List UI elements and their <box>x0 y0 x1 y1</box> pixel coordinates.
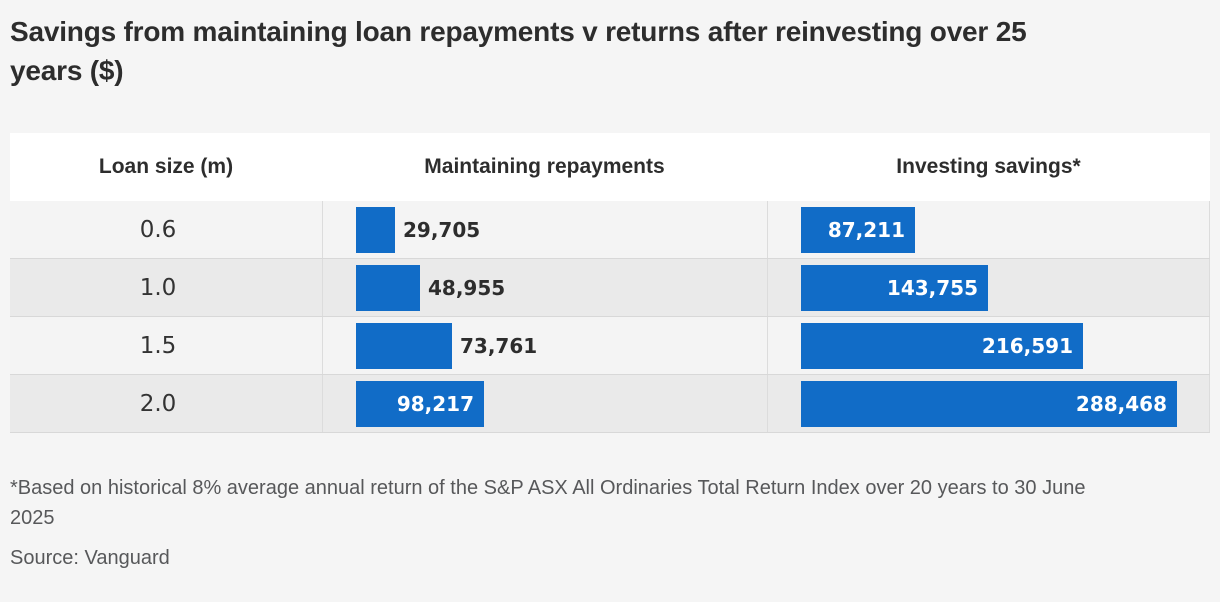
chart-table: Loan size (m) Maintaining repayments Inv… <box>10 133 1210 433</box>
table-header-row: Loan size (m) Maintaining repayments Inv… <box>10 133 1210 201</box>
source-attribution: Source: Vanguard <box>10 547 170 569</box>
investing-savings-bar: 143,755 <box>801 264 988 311</box>
investing-savings-bar-value-label: 143,755 <box>886 275 978 300</box>
investing-savings-cell: 87,211 <box>767 201 1210 258</box>
investing-savings-bar: 216,591 <box>801 322 1083 369</box>
investing-savings-cell: 143,755 <box>767 259 1210 316</box>
maintaining-repayments-bar <box>356 322 452 369</box>
table-row: 1.5 73,761 216,591 <box>10 317 1210 375</box>
investing-savings-cell: 288,468 <box>767 375 1210 432</box>
maintaining-repayments-cell: 73,761 <box>322 317 767 374</box>
maintaining-repayments-cell: 98,217 <box>322 375 767 432</box>
table-row: 2.0 98,217 288,468 <box>10 375 1210 433</box>
maintaining-repayments-bar-value-label: 98,217 <box>396 391 474 416</box>
loan-size-value: 1.0 <box>139 274 177 301</box>
maintaining-repayments-bar <box>356 206 395 253</box>
column-header-loan-size: Loan size (m) <box>98 155 234 178</box>
investing-savings-bar: 288,468 <box>801 380 1177 427</box>
investing-savings-bar: 87,211 <box>801 206 915 253</box>
maintaining-repayments-bar-value-label: 29,705 <box>403 217 481 242</box>
table-body: 0.6 29,705 87,211 1.0 48,955 143,755 1.5 73,761… <box>10 201 1210 433</box>
maintaining-repayments-bar <box>356 264 420 311</box>
maintaining-repayments-bar-value-label: 48,955 <box>428 275 506 300</box>
investing-savings-cell: 216,591 <box>767 317 1210 374</box>
column-header-investing-savings: Investing savings* <box>896 155 1081 178</box>
maintaining-repayments-cell: 48,955 <box>322 259 767 316</box>
table-row: 0.6 29,705 87,211 <box>10 201 1210 259</box>
footnote: *Based on historical 8% average annual r… <box>10 477 1086 529</box>
column-header-maintaining-repayments: Maintaining repayments <box>424 155 665 178</box>
investing-savings-bar-value-label: 216,591 <box>981 333 1073 358</box>
investing-savings-bar-value-label: 87,211 <box>827 217 905 242</box>
maintaining-repayments-cell: 29,705 <box>322 201 767 258</box>
maintaining-repayments-bar: 98,217 <box>356 380 484 427</box>
loan-size-value: 2.0 <box>139 390 177 417</box>
loan-size-value: 1.5 <box>139 332 177 359</box>
chart-container: Savings from maintaining loan repayments… <box>0 12 1220 571</box>
loan-size-value: 0.6 <box>139 216 177 243</box>
chart-title: Savings from maintaining loan repayments… <box>10 16 1027 86</box>
maintaining-repayments-bar-value-label: 73,761 <box>460 333 538 358</box>
table-row: 1.0 48,955 143,755 <box>10 259 1210 317</box>
investing-savings-bar-value-label: 288,468 <box>1075 391 1167 416</box>
